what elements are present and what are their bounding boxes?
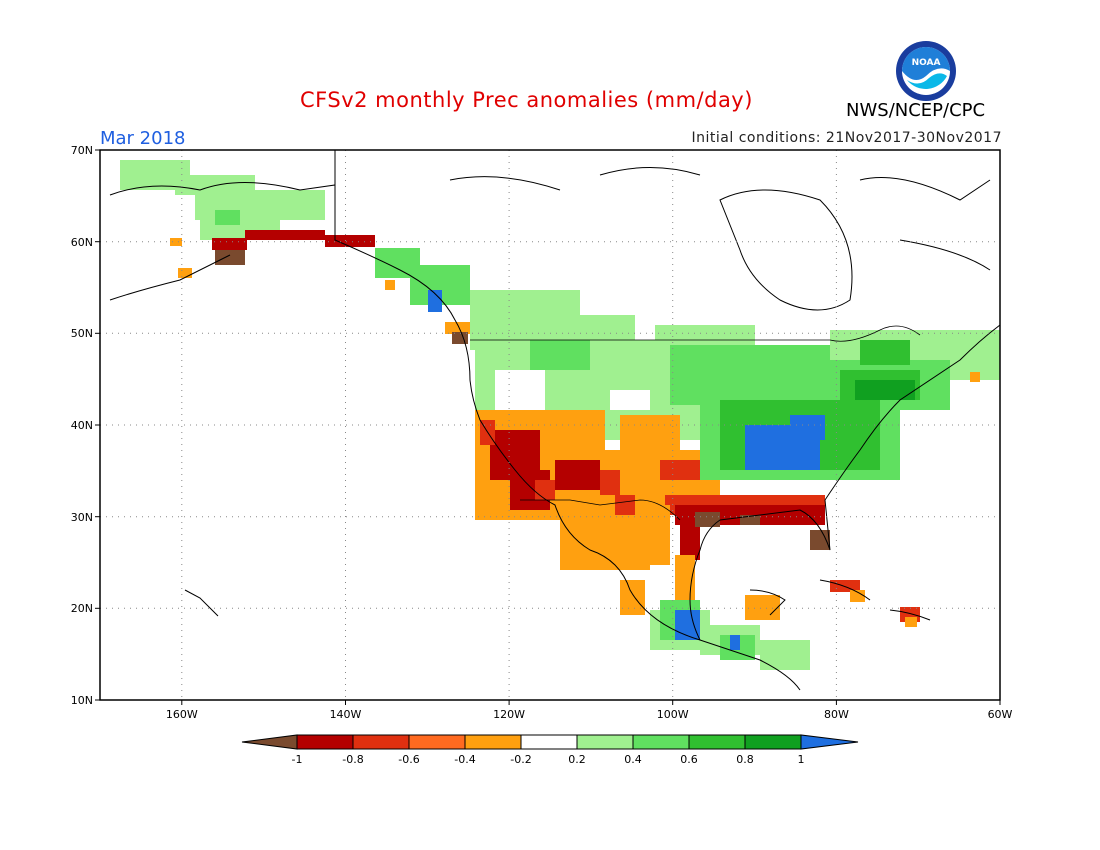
logo-text: NOAA: [912, 58, 941, 68]
colorbar-label: -0.6: [398, 753, 419, 766]
lat-label-10n: 10N: [71, 694, 93, 707]
gulf-texas-orange: [650, 480, 720, 600]
colorbar-label: 0.8: [736, 753, 754, 766]
forecast-month: Mar 2018: [100, 128, 186, 149]
colorbar-segment: [408, 734, 466, 750]
mexico-deep-dry: [615, 495, 635, 515]
southern-mexico-wet: [675, 610, 740, 650]
colorbar-segment: [464, 734, 522, 750]
alaska-peninsula-brown: [215, 250, 245, 265]
colorbar-label: 0.2: [568, 753, 586, 766]
colorbar-segment: [296, 734, 354, 750]
white-gap: [495, 370, 650, 410]
ohio-valley-wet: [745, 415, 825, 470]
colorbar-label: 0.4: [624, 753, 642, 766]
alaska-south-dry: [212, 230, 375, 250]
coastlines: [109, 150, 1000, 691]
colorbar-segment: [744, 734, 802, 750]
country-borders: [470, 325, 921, 521]
lat-label-70n: 70N: [71, 144, 93, 157]
alaska-orange: [170, 238, 395, 290]
lon-label-120w: 120W: [493, 708, 525, 721]
california-dry: [490, 430, 600, 510]
lon-label-140w: 140W: [330, 708, 362, 721]
colorbar-segment: [520, 734, 578, 750]
colorbar-segment: [576, 734, 634, 750]
lat-label-30n: 30N: [71, 511, 93, 524]
lon-label-160w: 160W: [166, 708, 198, 721]
agency-label: NWS/NCEP/CPC: [846, 100, 986, 121]
lon-label-100w: 100W: [657, 708, 689, 721]
chart-title: CFSv2 monthly Prec anomalies (mm/day): [300, 88, 753, 112]
colorbar-label: -1: [292, 753, 303, 766]
alaska-north-wet-dark: [215, 210, 240, 225]
colorbar-segment: [352, 734, 410, 750]
axis-ticks: [95, 149, 1001, 705]
colorbar-label: -0.4: [454, 753, 475, 766]
lat-label-50n: 50N: [71, 327, 93, 340]
lat-label-20n: 20N: [71, 602, 93, 615]
lon-label-80w: 80W: [824, 708, 849, 721]
caribbean-orange: [850, 372, 980, 627]
colorbar-segment: [632, 734, 690, 750]
lon-labels: 160W 140W 120W 100W 80W 60W: [166, 708, 1013, 721]
lon-label-60w: 60W: [988, 708, 1013, 721]
lat-label-40n: 40N: [71, 419, 93, 432]
nw-coast-dry: [445, 322, 470, 334]
colorbar-label: 0.6: [680, 753, 698, 766]
colorbar-segment-below-min: [241, 734, 298, 750]
colorbar-segment: [688, 734, 746, 750]
alaska-north-wet: [120, 160, 325, 240]
colorbar-labels: -1 -0.8 -0.6 -0.4 -0.2 0.2 0.4 0.6 0.8 1: [292, 753, 805, 766]
bc-blue: [428, 290, 442, 312]
colorbar-label: -0.8: [342, 753, 363, 766]
lat-labels: 70N 60N 50N 40N 30N 20N 10N: [71, 144, 93, 707]
noaa-logo: NOAA: [896, 41, 956, 101]
initial-conditions: Initial conditions: 21Nov2017-30Nov2017: [691, 130, 1002, 146]
lat-label-60n: 60N: [71, 236, 93, 249]
anomaly-field: [120, 160, 1000, 670]
colorbar-label: -0.2: [510, 753, 531, 766]
colorbar: [241, 734, 859, 750]
colorbar-label: 1: [798, 753, 805, 766]
gulf-coast-brown: [695, 512, 830, 550]
colorbar-segment-above-max: [800, 734, 859, 750]
northeast-wet: [855, 380, 915, 400]
gridlines: [100, 150, 1000, 700]
pacific-nw-wet: [375, 248, 470, 305]
